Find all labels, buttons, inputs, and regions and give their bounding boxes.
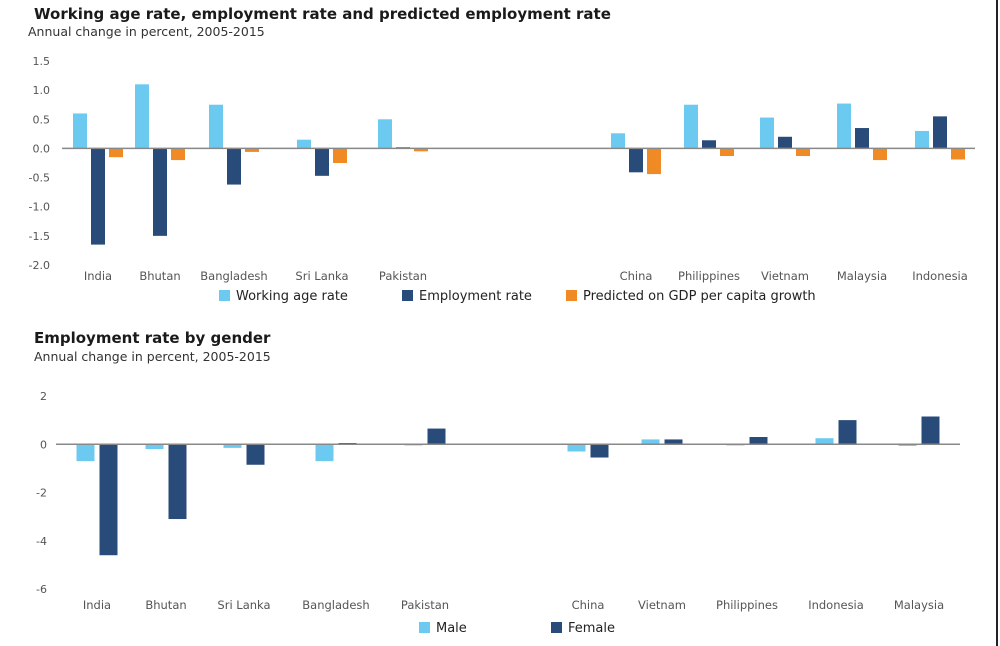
c2-bar-female-vietnam bbox=[664, 439, 683, 445]
c1-bar-predicted-philippines bbox=[720, 148, 734, 157]
c2-bar-female-indonesia bbox=[838, 420, 857, 445]
c1-ytick-label: 1.0 bbox=[33, 84, 51, 97]
c1-ytick-label: 0.5 bbox=[33, 113, 51, 126]
c1-legend-label-predicted: Predicted on GDP per capita growth bbox=[583, 289, 816, 304]
c1-ytick-label: 1.5 bbox=[33, 55, 51, 68]
c1-legend-label-working: Working age rate bbox=[236, 289, 348, 304]
c1-bar-working-malaysia bbox=[837, 103, 851, 149]
c1-category-label: Bhutan bbox=[139, 269, 180, 283]
c1-bar-predicted-sri-lanka bbox=[333, 148, 347, 163]
c2-legend-label-male: Male bbox=[436, 621, 467, 636]
c1-category-label: China bbox=[620, 269, 653, 283]
c1-legend-swatch-employment bbox=[402, 290, 413, 301]
c2-bar-male-sri-lanka bbox=[223, 444, 242, 448]
c2-bar-female-sri-lanka bbox=[246, 444, 265, 465]
c1-bar-working-china bbox=[611, 133, 625, 149]
c1-bar-predicted-vietnam bbox=[796, 148, 810, 157]
c1-bar-predicted-malaysia bbox=[873, 148, 887, 161]
c1-bar-working-bangladesh bbox=[209, 104, 223, 149]
c1-category-label: Sri Lanka bbox=[295, 269, 348, 283]
c2-category-label: Sri Lanka bbox=[217, 598, 270, 612]
c2-category-label: Indonesia bbox=[808, 598, 864, 612]
chart1-subtitle: Annual change in percent, 2005-2015 bbox=[28, 24, 265, 39]
c1-bar-employment-sri-lanka bbox=[315, 148, 329, 176]
c1-category-label: Philippines bbox=[678, 269, 740, 283]
c1-bar-working-bhutan bbox=[135, 84, 149, 149]
c1-ytick-label: -1.0 bbox=[29, 201, 50, 214]
c2-bar-male-bangladesh bbox=[315, 444, 334, 462]
c2-bar-male-india bbox=[76, 444, 95, 462]
chart2-subtitle: Annual change in percent, 2005-2015 bbox=[34, 349, 271, 364]
c1-bar-working-india bbox=[73, 113, 87, 149]
c1-bar-employment-bhutan bbox=[153, 148, 167, 236]
c1-bar-working-pakistan bbox=[378, 119, 392, 149]
c2-category-label: Malaysia bbox=[894, 598, 944, 612]
c1-category-label: Bangladesh bbox=[200, 269, 267, 283]
c2-ytick-label: -2 bbox=[36, 487, 47, 500]
c2-bar-male-vietnam bbox=[641, 439, 660, 445]
c2-bar-female-china bbox=[590, 444, 609, 458]
c2-category-label: Bhutan bbox=[145, 598, 186, 612]
c1-category-label: India bbox=[84, 269, 112, 283]
c1-ytick-label: 0.0 bbox=[33, 142, 51, 155]
c1-ytick-label: -1.5 bbox=[29, 230, 50, 243]
c1-bar-predicted-india bbox=[109, 148, 123, 158]
c2-legend-label-female: Female bbox=[568, 621, 615, 636]
chart2-title: Employment rate by gender bbox=[34, 329, 271, 347]
c2-bar-female-pakistan bbox=[427, 428, 446, 445]
c1-bar-employment-indonesia bbox=[933, 116, 947, 149]
c1-bar-working-philippines bbox=[684, 104, 698, 149]
c1-bar-predicted-china bbox=[647, 148, 661, 175]
c2-category-label: Vietnam bbox=[638, 598, 686, 612]
c1-bar-predicted-bangladesh bbox=[245, 148, 259, 152]
c2-bar-female-india bbox=[99, 444, 118, 556]
c2-legend-swatch-male bbox=[419, 622, 430, 633]
c2-ytick-label: -4 bbox=[36, 535, 47, 548]
c1-bar-employment-philippines bbox=[702, 140, 716, 149]
c1-legend-swatch-working bbox=[219, 290, 230, 301]
c2-bar-male-indonesia bbox=[815, 438, 834, 445]
chart1-title: Working age rate, employment rate and pr… bbox=[34, 5, 611, 23]
c1-bar-employment-china bbox=[629, 148, 643, 173]
c1-bar-employment-vietnam bbox=[778, 136, 792, 149]
c2-bar-male-bhutan bbox=[145, 444, 164, 450]
c2-ytick-label: -6 bbox=[36, 583, 47, 596]
c1-bar-working-vietnam bbox=[760, 117, 774, 149]
image-right-border bbox=[996, 0, 998, 646]
c2-category-label: India bbox=[83, 598, 111, 612]
c1-bar-predicted-pakistan bbox=[414, 148, 428, 152]
c1-category-label: Pakistan bbox=[379, 269, 427, 283]
c1-bar-working-sri-lanka bbox=[297, 139, 311, 149]
c2-category-label: Philippines bbox=[716, 598, 778, 612]
c2-category-label: Pakistan bbox=[401, 598, 449, 612]
c1-bar-working-indonesia bbox=[915, 130, 929, 149]
c2-legend-swatch-female bbox=[551, 622, 562, 633]
c2-category-label: Bangladesh bbox=[302, 598, 369, 612]
c2-bar-male-malaysia bbox=[898, 444, 917, 446]
c1-category-label: Vietnam bbox=[761, 269, 809, 283]
c1-legend-label-employment: Employment rate bbox=[419, 289, 532, 304]
c1-bar-employment-bangladesh bbox=[227, 148, 241, 185]
c1-legend-swatch-predicted bbox=[566, 290, 577, 301]
c1-bar-predicted-bhutan bbox=[171, 148, 185, 161]
c1-bar-predicted-indonesia bbox=[951, 148, 965, 160]
c2-bar-female-bhutan bbox=[168, 444, 187, 520]
c2-bar-female-malaysia bbox=[921, 416, 940, 445]
c1-ytick-label: -2.0 bbox=[29, 259, 50, 272]
c1-ytick-label: -0.5 bbox=[29, 172, 50, 185]
c1-bar-employment-india bbox=[91, 148, 105, 245]
c2-bar-female-philippines bbox=[749, 437, 768, 445]
c2-ytick-label: 0 bbox=[40, 438, 47, 451]
c1-category-label: Indonesia bbox=[912, 269, 968, 283]
c2-category-label: China bbox=[572, 598, 605, 612]
c2-bar-male-china bbox=[567, 444, 586, 452]
c1-category-label: Malaysia bbox=[837, 269, 887, 283]
c1-bar-employment-malaysia bbox=[855, 128, 869, 149]
c2-ytick-label: 2 bbox=[40, 390, 47, 403]
